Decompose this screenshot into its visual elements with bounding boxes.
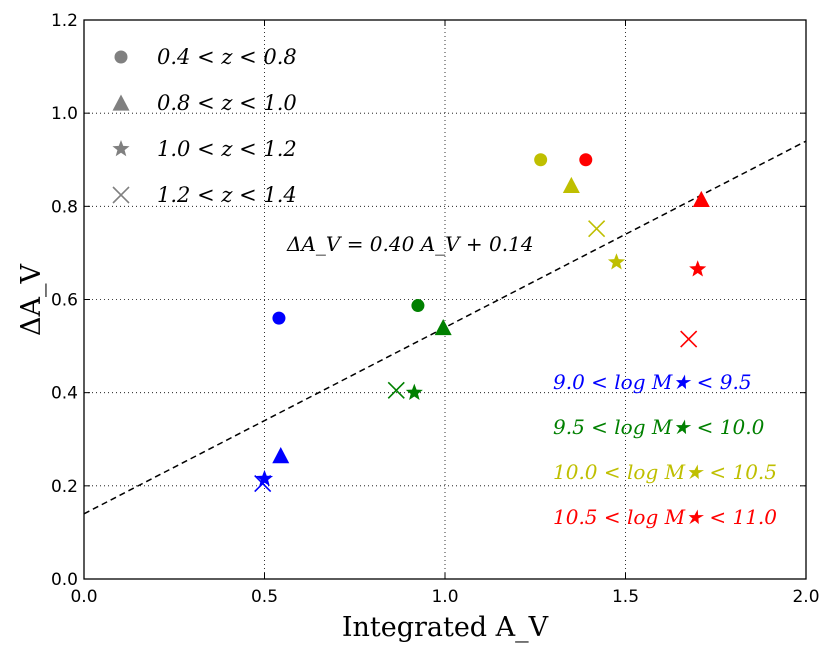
y-tick-label: 0.2	[51, 477, 78, 497]
data-point-x	[387, 381, 405, 399]
mass-group-label: 10.0 < log M★ < 10.5	[553, 460, 777, 484]
legend-label: 0.8 < z < 1.0	[157, 91, 297, 115]
axis-ticks: 0.0 0.5 1.0 1.5 2.0 0.0 0.2 0.4 0.6 0.8 1.0 1.2	[51, 11, 820, 607]
data-point-triangle	[434, 318, 452, 336]
marker-legend: 0.4 < z < 0.8 0.8 < z < 1.0 1.0 < z < 1.2 1…	[112, 45, 297, 207]
x-tick-label: 1.5	[612, 587, 639, 607]
x-axis-label: Integrated A_V	[342, 612, 549, 643]
x-tick-label: 0.0	[70, 587, 97, 607]
legend-label: 0.4 < z < 0.8	[157, 45, 297, 69]
y-tick-label: 0.8	[51, 197, 78, 217]
data-point-triangle	[562, 176, 580, 194]
fit-equation-label: ΔA_V = 0.40 A_V + 0.14	[286, 232, 534, 256]
legend-marker-circle	[114, 50, 128, 64]
y-tick-label: 1.2	[51, 11, 78, 31]
y-tick-label: 0.4	[51, 384, 78, 404]
data-point-circle	[411, 299, 425, 313]
y-tick-label: 1.0	[51, 104, 78, 124]
legend-label: 1.2 < z < 1.4	[157, 183, 297, 207]
data-point-circle	[534, 153, 548, 167]
x-tick-label: 1.0	[431, 587, 458, 607]
x-tick-label: 2.0	[792, 587, 819, 607]
legend-marker-star	[112, 140, 130, 157]
y-axis-label: ΔA_V	[16, 264, 47, 336]
data-point-star	[689, 260, 707, 277]
data-point-circle	[579, 153, 593, 167]
grid	[84, 20, 806, 579]
data-point-triangle	[272, 447, 290, 464]
y-tick-label: 0.6	[51, 291, 78, 311]
mass-group-label: 9.5 < log M★ < 10.0	[553, 415, 765, 439]
data-point-star	[607, 253, 626, 270]
data-points	[254, 153, 710, 493]
legend-label: 1.0 < z < 1.2	[157, 137, 297, 161]
data-point-x	[588, 220, 606, 238]
data-point-triangle	[692, 190, 710, 207]
legend-marker-triangle	[112, 94, 130, 111]
mass-group-label: 10.5 < log M★ < 11.0	[553, 505, 777, 529]
data-point-x	[680, 330, 698, 348]
mass-group-labels: 9.0 < log M★ < 9.5 9.5 < log M★ < 10.0 10.…	[553, 370, 777, 529]
fit-line	[84, 140, 806, 515]
data-point-x	[254, 474, 272, 493]
fit-line-layer	[84, 140, 806, 515]
legend-marker-x	[112, 186, 130, 204]
mass-group-label: 9.0 < log M★ < 9.5	[553, 370, 752, 394]
y-tick-label: 0.0	[51, 570, 78, 590]
data-point-circle	[272, 311, 286, 325]
data-point-star	[255, 469, 274, 487]
data-point-star	[405, 383, 423, 400]
x-tick-label: 0.5	[251, 587, 278, 607]
